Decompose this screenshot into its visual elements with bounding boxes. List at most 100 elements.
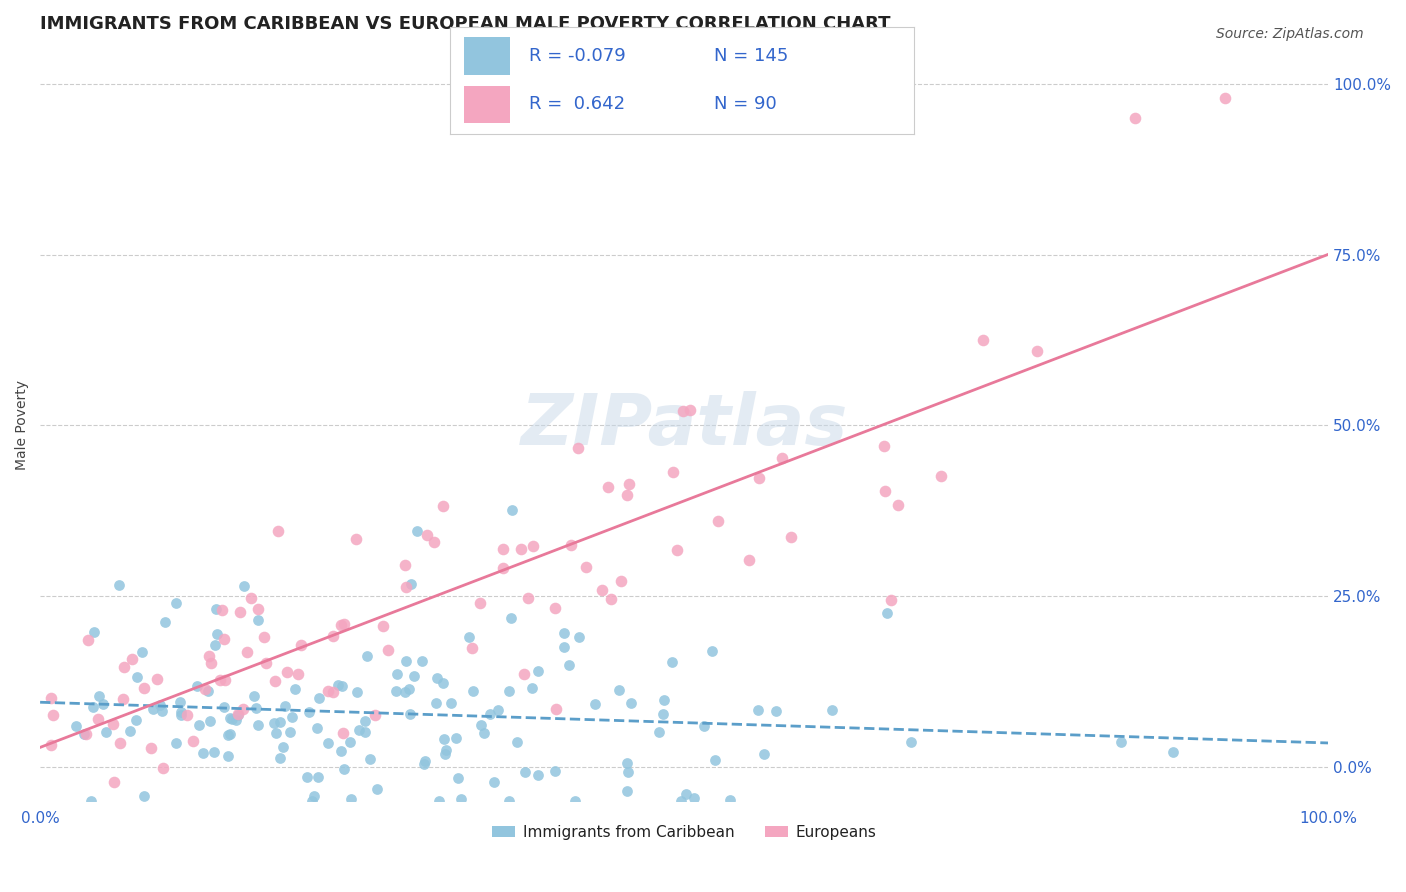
Point — [266, 726, 288, 740]
Point — [661, 655, 683, 669]
Point — [394, 558, 416, 572]
Point — [526, 664, 548, 678]
Point — [460, 640, 482, 655]
FancyBboxPatch shape — [464, 86, 510, 123]
Point — [875, 483, 897, 498]
Point — [330, 618, 353, 632]
Point — [316, 683, 339, 698]
Point — [332, 726, 354, 740]
Point — [169, 695, 191, 709]
Point — [544, 600, 567, 615]
Point — [322, 685, 344, 699]
Point — [544, 764, 567, 779]
Point — [560, 538, 582, 552]
Point — [416, 528, 439, 542]
Point — [616, 487, 638, 501]
Point — [446, 771, 468, 785]
Point — [205, 602, 228, 616]
Point — [671, 794, 693, 808]
Point — [450, 792, 472, 806]
Point — [900, 735, 922, 749]
Point — [458, 631, 481, 645]
Point — [610, 574, 633, 588]
Point — [155, 615, 177, 629]
Point — [718, 793, 741, 807]
Point — [307, 721, 329, 735]
Point — [506, 734, 529, 748]
Text: Source: ZipAtlas.com: Source: ZipAtlas.com — [1216, 27, 1364, 41]
Point — [297, 770, 319, 784]
Point — [427, 794, 450, 808]
Point — [706, 514, 728, 528]
Point — [515, 764, 537, 779]
Point — [134, 681, 156, 695]
Point — [146, 672, 169, 686]
Point — [651, 706, 673, 721]
Point — [821, 703, 844, 717]
Point — [131, 645, 153, 659]
Point — [434, 743, 457, 757]
Point — [267, 524, 290, 538]
Point — [200, 656, 222, 670]
Point — [269, 715, 291, 730]
Point — [510, 542, 533, 557]
Point — [86, 712, 108, 726]
Point — [339, 792, 361, 806]
Point — [125, 713, 148, 727]
Point — [246, 613, 269, 627]
Point — [212, 699, 235, 714]
Point — [290, 638, 312, 652]
Point — [219, 727, 242, 741]
Point — [501, 503, 523, 517]
Point — [39, 738, 62, 752]
Point — [387, 667, 409, 681]
Point — [564, 794, 586, 808]
Point — [302, 789, 325, 804]
Point — [683, 790, 706, 805]
Point — [929, 469, 952, 483]
Point — [221, 712, 243, 726]
Point — [198, 648, 221, 663]
Point — [94, 725, 117, 739]
Point — [616, 784, 638, 798]
Point — [620, 696, 643, 710]
Point — [498, 794, 520, 808]
Point — [205, 627, 228, 641]
Point — [609, 682, 631, 697]
Point — [652, 693, 675, 707]
Point — [225, 713, 247, 727]
Point — [432, 500, 454, 514]
Point — [1109, 734, 1132, 748]
FancyBboxPatch shape — [464, 37, 510, 75]
Point — [398, 681, 420, 696]
Point — [619, 476, 641, 491]
Point — [271, 739, 294, 754]
Point — [76, 633, 98, 648]
Point — [672, 404, 695, 418]
Point — [112, 659, 135, 673]
Point — [298, 705, 321, 719]
Point — [75, 726, 97, 740]
Point — [73, 727, 96, 741]
Point — [647, 724, 669, 739]
Point — [693, 719, 716, 733]
Point — [254, 656, 277, 670]
Point — [242, 689, 264, 703]
Point — [876, 606, 898, 620]
Text: R =  0.642: R = 0.642 — [529, 95, 624, 112]
Point — [499, 611, 522, 625]
Point — [575, 560, 598, 574]
Point — [65, 719, 87, 733]
Point — [433, 747, 456, 761]
Point — [236, 645, 259, 659]
Point — [738, 553, 761, 567]
Point — [165, 736, 187, 750]
Point — [703, 753, 725, 767]
Point — [415, 754, 437, 768]
Point — [402, 669, 425, 683]
Point — [217, 748, 239, 763]
Point — [675, 787, 697, 801]
Point — [165, 596, 187, 610]
Point — [209, 673, 232, 687]
Point — [463, 683, 485, 698]
